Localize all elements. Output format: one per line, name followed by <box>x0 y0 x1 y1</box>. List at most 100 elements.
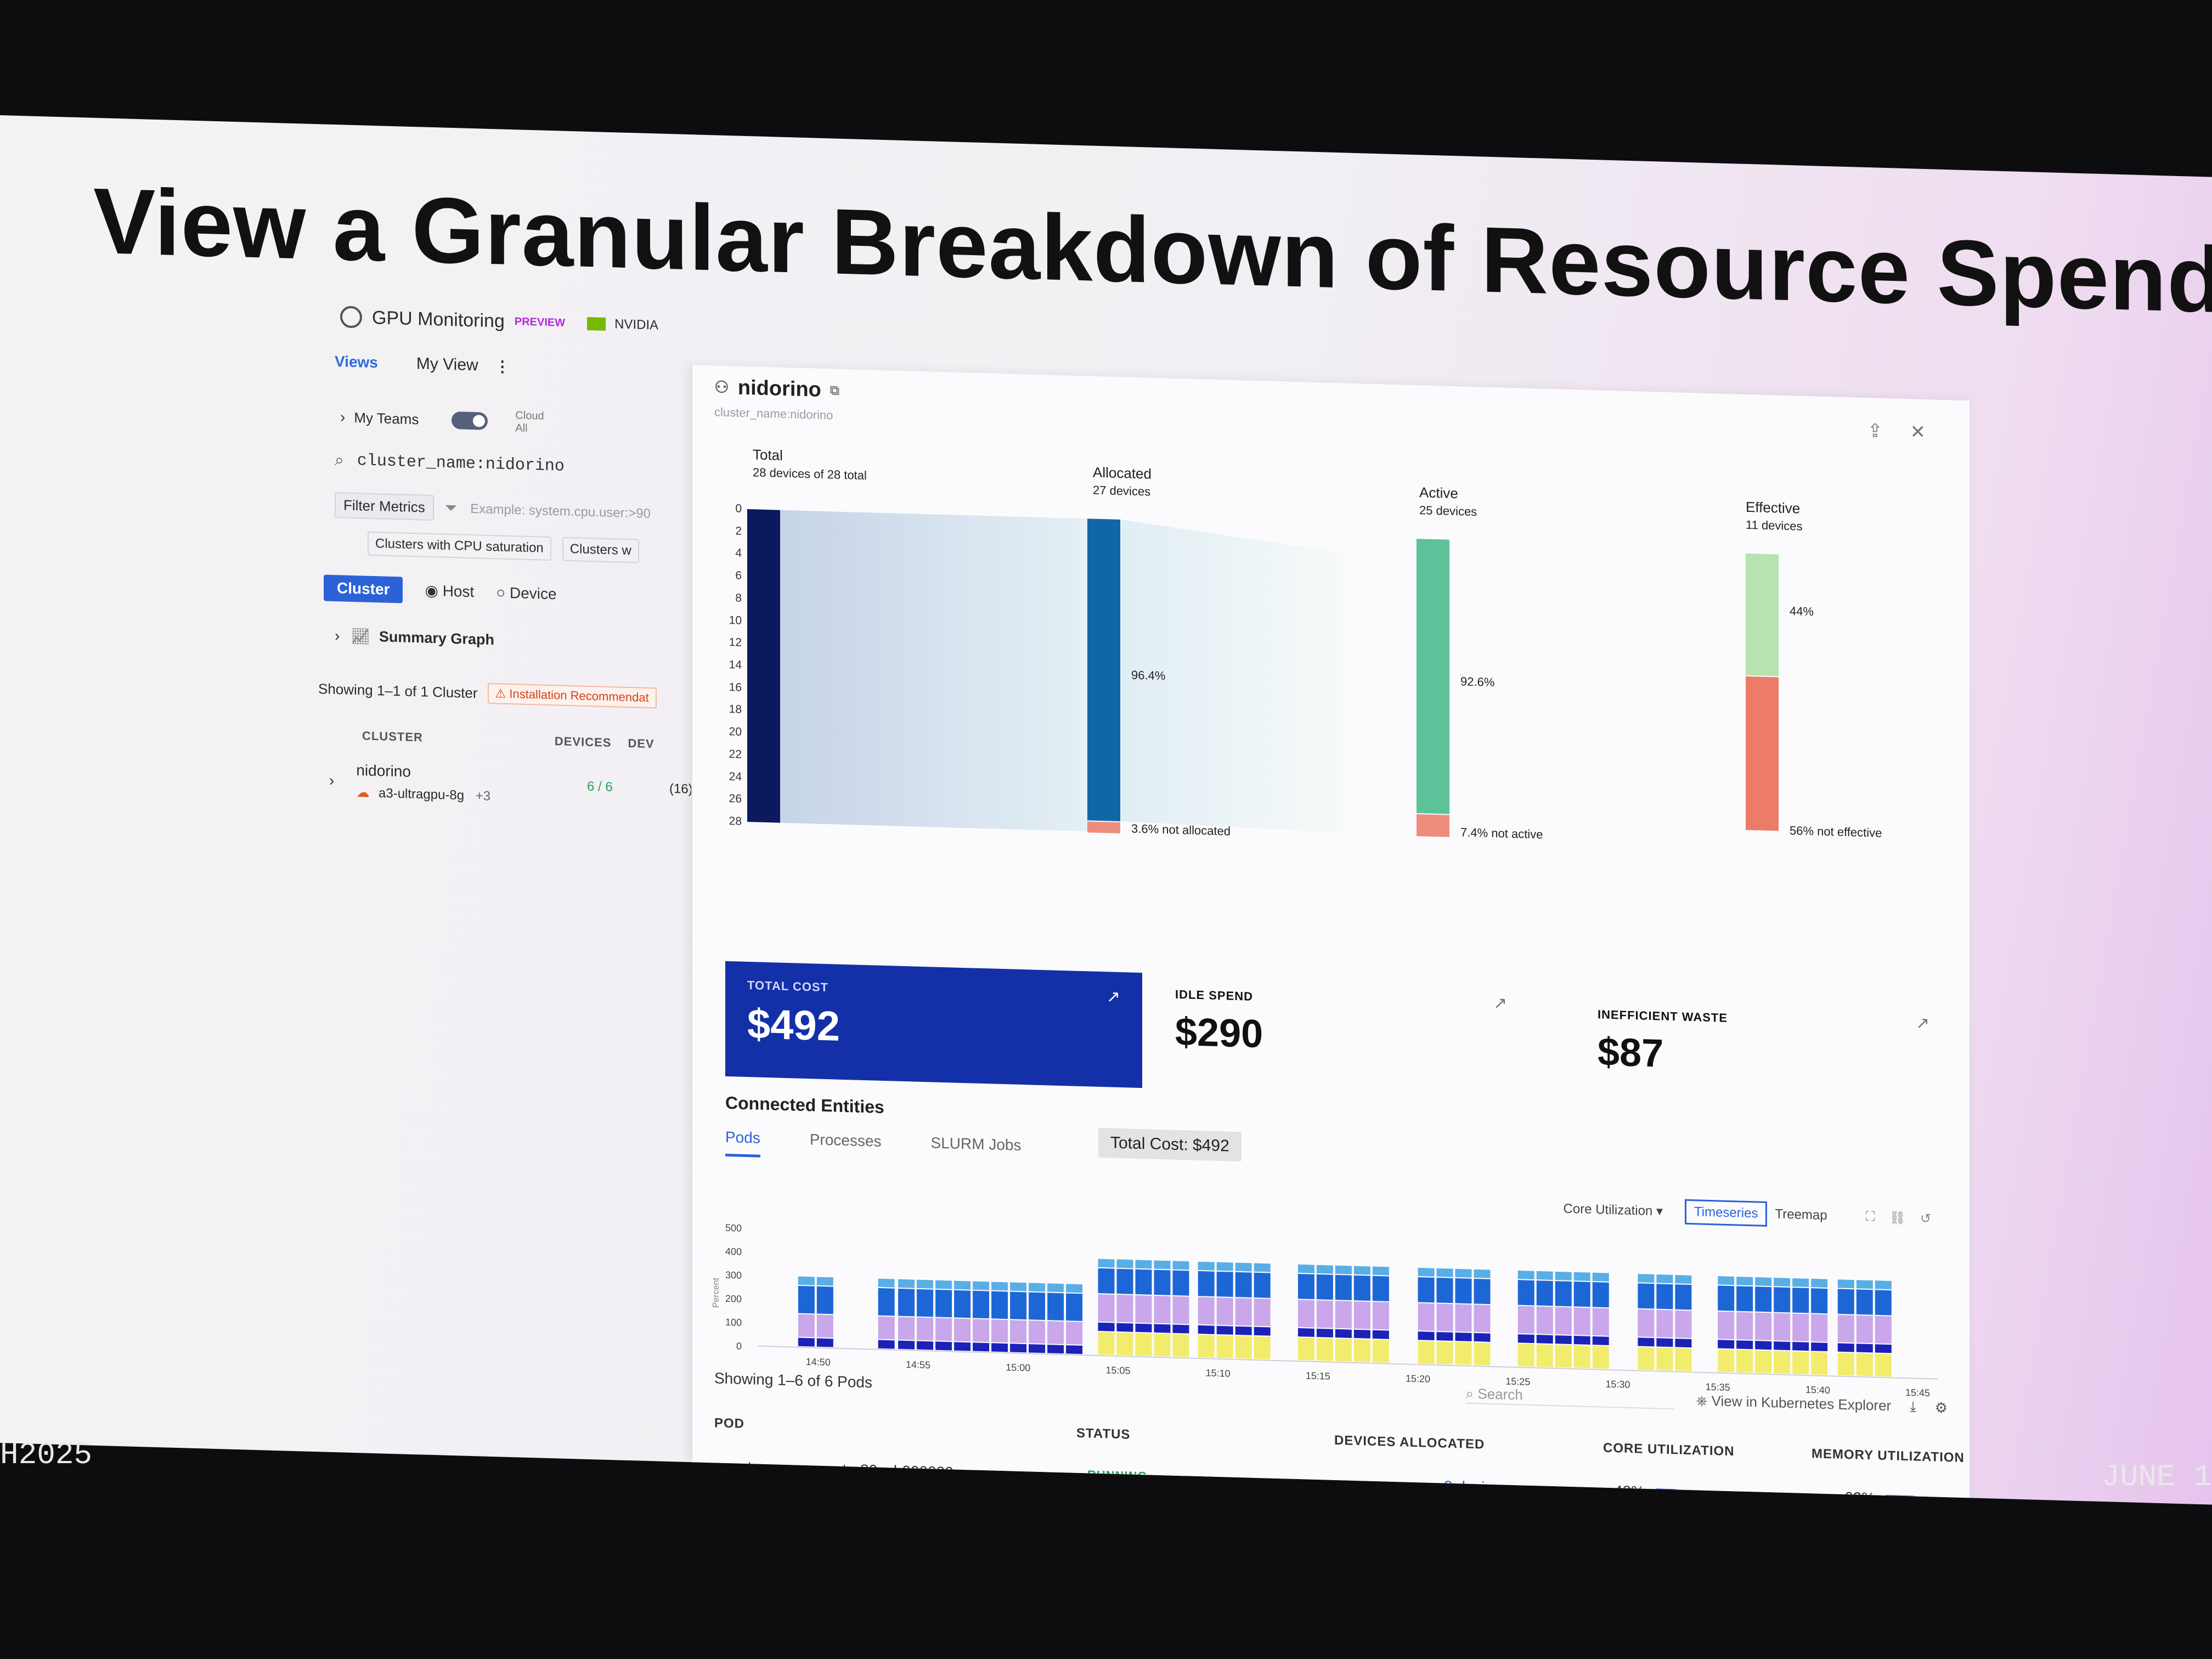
copy-icon[interactable]: ⧉ <box>830 382 840 398</box>
total-cost-card[interactable]: TOTAL COST $492 ↗ <box>725 961 1142 1088</box>
tab-slurm-jobs[interactable]: SLURM Jobs <box>930 1134 1022 1154</box>
panel-title-row: ⚇ nidorino ⧉ <box>714 375 839 402</box>
chevron-right-icon[interactable]: › <box>340 408 346 426</box>
bar-segment <box>1837 1314 1854 1343</box>
timeseries-button[interactable]: Timeseries <box>1684 1199 1768 1227</box>
link-icon[interactable]: ⛓ <box>1889 1210 1906 1226</box>
bar-segment <box>1154 1295 1171 1324</box>
not-effective-pct: 56% not effective <box>1790 823 1882 840</box>
external-link-icon[interactable]: ↗ <box>1106 988 1120 1007</box>
clusters-chip[interactable]: Clusters w <box>562 537 639 563</box>
close-icon[interactable]: ✕ <box>1910 421 1926 443</box>
bar-segment <box>1335 1274 1352 1301</box>
my-teams-toggle[interactable] <box>452 411 488 430</box>
cluster-row[interactable]: › nidorino ☁ a3-ultragpu-8g +3 6 / 6 (16… <box>329 761 702 810</box>
bar-segment <box>1455 1332 1472 1341</box>
allocated-title: Allocated <box>1093 464 1152 482</box>
summary-graph-row[interactable]: › 📈︎ Summary Graph <box>335 627 494 649</box>
view-selector[interactable]: My View <box>416 354 478 375</box>
bar-segment <box>1047 1293 1064 1321</box>
col-dev[interactable]: DEV <box>628 736 654 751</box>
my-teams-label[interactable]: My Teams <box>354 409 419 427</box>
gear-icon[interactable]: ⚙ <box>1934 1399 1948 1416</box>
bar-segment <box>1116 1259 1133 1268</box>
treemap-button[interactable]: Treemap <box>1775 1206 1827 1223</box>
summary-graph-label: Summary Graph <box>379 628 494 648</box>
bar-segment <box>954 1318 971 1342</box>
active-bar <box>1417 539 1449 814</box>
share-icon[interactable]: ⇪ <box>1867 420 1883 442</box>
bar-segment <box>1675 1339 1692 1348</box>
bar-segment <box>1372 1302 1389 1330</box>
instance-cell: ☁ a3-ultragpu-8g +3 <box>356 785 490 804</box>
bar-segment <box>1297 1328 1314 1337</box>
table-row[interactable]: event-management-g80snl-000004RUNNING4 d… <box>714 1491 1954 1504</box>
cloud-filter[interactable]: Cloud All <box>515 409 544 435</box>
bar-segment <box>898 1279 915 1288</box>
bar-segment <box>1436 1268 1453 1277</box>
tab-pods[interactable]: Pods <box>725 1128 760 1158</box>
bar-segment <box>1254 1263 1271 1272</box>
col-core-utilization[interactable]: CORE UTILIZATION <box>1603 1440 1735 1459</box>
gpu-monitoring-sidebar: GPU Monitoring PREVIEW NVIDIA Views My V… <box>313 305 697 1029</box>
bar-segment <box>1573 1307 1590 1335</box>
effective-bar <box>1746 553 1779 676</box>
bar-segment <box>1573 1345 1590 1368</box>
segment-host[interactable]: ◉ Host <box>414 577 485 606</box>
bar-segment <box>1098 1322 1115 1331</box>
expand-icon[interactable]: ⛶ <box>1865 1209 1875 1224</box>
inefficient-waste-label: INEFFICIENT WASTE <box>1598 1007 1728 1025</box>
col-cluster[interactable]: CLUSTER <box>362 729 423 744</box>
chevron-right-icon[interactable]: › <box>329 771 335 789</box>
tab-processes[interactable]: Processes <box>809 1131 882 1150</box>
bar-segment <box>954 1290 971 1318</box>
col-devices[interactable]: DEVICES <box>554 734 612 750</box>
segment-device[interactable]: ○ Device <box>485 579 567 607</box>
filter-input[interactable]: Example: system.cpu.user:>90 <box>470 501 651 521</box>
metric-select[interactable]: Core Utilization ▾ <box>1564 1200 1663 1219</box>
col-memory-utilization[interactable]: MEMORY UTILIZATION <box>1812 1446 1965 1466</box>
segment-cluster[interactable]: Cluster <box>324 574 403 603</box>
bar-segment <box>1792 1342 1809 1351</box>
more-options-icon[interactable]: ⋮ <box>494 357 510 375</box>
bar-segment <box>1254 1327 1271 1336</box>
bar-segment <box>1517 1334 1534 1344</box>
bar-segment <box>917 1317 934 1341</box>
bar-segment <box>935 1280 952 1289</box>
col-devices-allocated[interactable]: DEVICES ALLOCATED <box>1334 1432 1485 1452</box>
bar-segment <box>1736 1312 1753 1340</box>
external-link-icon[interactable]: ↗ <box>1916 1014 1930 1033</box>
vendor-label: NVIDIA <box>614 317 659 333</box>
cpu-saturation-chip[interactable]: Clusters with CPU saturation <box>368 531 551 561</box>
installation-warning[interactable]: ⚠ Installation Recommendat <box>487 682 657 709</box>
bar-segment <box>1353 1339 1370 1362</box>
download-icon[interactable]: ⤓ <box>1910 1398 1916 1415</box>
bar-segment <box>991 1343 1008 1352</box>
bar-segment <box>1436 1304 1453 1331</box>
bar-segment <box>1066 1284 1083 1293</box>
filter-metrics-button[interactable]: Filter Metrics <box>335 492 434 521</box>
bar-segment <box>1116 1323 1133 1332</box>
col-pod[interactable]: POD <box>714 1415 745 1431</box>
segment-device-label: Device <box>509 584 557 602</box>
bar-segment <box>1592 1336 1609 1345</box>
cloud-provider-icon: ☁ <box>356 785 370 800</box>
bar-segment <box>1656 1338 1673 1347</box>
views-row: Views My View ⋮ <box>335 352 510 376</box>
bar-segment <box>1316 1265 1333 1274</box>
cluster-name-cell: nidorino ☁ a3-ultragpu-8g +3 <box>356 761 490 804</box>
chevron-down-icon: ▾ <box>1656 1203 1663 1219</box>
search-input[interactable]: cluster_name:nidorino <box>357 452 565 476</box>
bar-segment <box>1837 1343 1854 1352</box>
chevron-right-icon: › <box>335 627 340 644</box>
core-utilization-value: 48% <box>1614 1482 1645 1500</box>
instance-type: a3-ultragpu-8g <box>379 786 465 803</box>
bar-segment <box>1135 1323 1152 1333</box>
bar-segment <box>1517 1270 1534 1280</box>
bar-segment <box>816 1277 833 1286</box>
views-tab[interactable]: Views <box>335 353 378 371</box>
col-status[interactable]: STATUS <box>1076 1425 1131 1442</box>
reset-icon[interactable]: ↺ <box>1920 1211 1931 1226</box>
x-tick-label: 15:20 <box>1406 1373 1430 1385</box>
external-link-icon[interactable]: ↗ <box>1493 994 1508 1013</box>
